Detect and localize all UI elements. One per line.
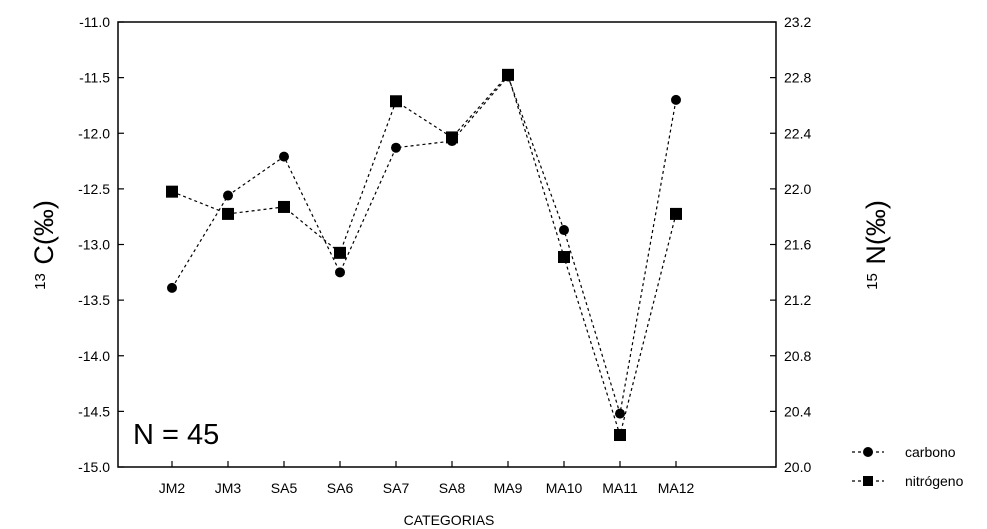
legend-nitrogeno-label: nitrógeno [905, 473, 964, 489]
left-tick-label: -11.0 [79, 14, 110, 30]
series-line-carbono [172, 77, 676, 414]
legend-item-carbono: carbono [852, 444, 956, 460]
legend-nitrogeno-marker [863, 476, 873, 486]
left-tick-label: -12.0 [78, 125, 110, 141]
right-tick-label: 22.0 [784, 181, 811, 197]
right-tick-label: 23.2 [784, 14, 811, 30]
right-tick-label: 22.8 [784, 70, 811, 86]
x-tick-label: JM3 [215, 480, 242, 496]
nitrogeno-point [446, 131, 458, 143]
carbono-point [223, 191, 233, 201]
right-tick-label: 21.2 [784, 292, 811, 308]
nitrogeno-point [670, 208, 682, 220]
left-axis: -11.0 -11.5 -12.0 -12.5 -13.0 -13.5 -14.0 -14.5… [78, 14, 124, 475]
x-tick-label: MA10 [546, 480, 583, 496]
nitrogeno-point [278, 201, 290, 213]
legend-carbono-label: carbono [905, 444, 956, 460]
carbono-point [335, 267, 345, 277]
left-tick-label: -11.5 [79, 70, 110, 86]
nitrogeno-point [222, 208, 234, 220]
carbono-point [559, 225, 569, 235]
right-tick-label: 20.8 [784, 348, 811, 364]
legend: carbono nitrógeno [852, 444, 964, 489]
x-tick-label: SA5 [271, 480, 298, 496]
carbono-point [615, 409, 625, 419]
x-tick-label: MA9 [494, 480, 523, 496]
nitrogeno-point [334, 247, 346, 259]
plot-frame [118, 22, 776, 467]
nitrogeno-point [558, 251, 570, 263]
sample-size-annotation: N = 45 [133, 419, 219, 451]
nitrogeno-point [166, 186, 178, 198]
left-tick-label: -14.0 [78, 348, 110, 364]
carbono-point [391, 143, 401, 153]
left-y-axis-label: 13 C(‰) [29, 200, 59, 290]
right-tick-label: 21.6 [784, 237, 811, 253]
right-tick-label: 20.4 [784, 403, 811, 419]
right-y-axis-label: 15 N(‰) [861, 200, 891, 290]
right-y-axis-text: N(‰) [861, 200, 891, 264]
left-tick-label: -12.5 [78, 181, 110, 197]
legend-carbono-marker [863, 447, 873, 457]
right-y-axis-superscript: 15 [864, 273, 881, 290]
carbono-point [279, 152, 289, 162]
left-tick-label: -14.5 [78, 403, 110, 419]
nitrogeno-point [502, 69, 514, 81]
nitrogeno-point [390, 95, 402, 107]
series-layer [166, 69, 682, 441]
left-tick-label: -13.0 [78, 237, 110, 253]
x-tick-label: SA7 [383, 480, 410, 496]
x-tick-label: MA11 [602, 480, 638, 496]
left-y-axis-superscript: 13 [32, 273, 49, 290]
x-tick-label: MA12 [658, 480, 695, 496]
x-tick-label: JM2 [159, 480, 186, 496]
x-tick-label: SA8 [439, 480, 466, 496]
right-tick-label: 22.4 [784, 125, 811, 141]
series-line-nitrogeno [172, 75, 676, 435]
left-tick-label: -13.5 [78, 292, 110, 308]
left-y-axis-text: C(‰) [29, 200, 59, 264]
nitrogeno-point [614, 429, 626, 441]
x-axis-label: CATEGORIAS [404, 512, 495, 528]
legend-item-nitrogeno: nitrógeno [852, 473, 964, 489]
carbono-point [671, 95, 681, 105]
right-tick-label: 20.0 [784, 459, 811, 475]
left-tick-label: -15.0 [78, 459, 110, 475]
x-tick-label: SA6 [327, 480, 354, 496]
carbono-point [167, 283, 177, 293]
